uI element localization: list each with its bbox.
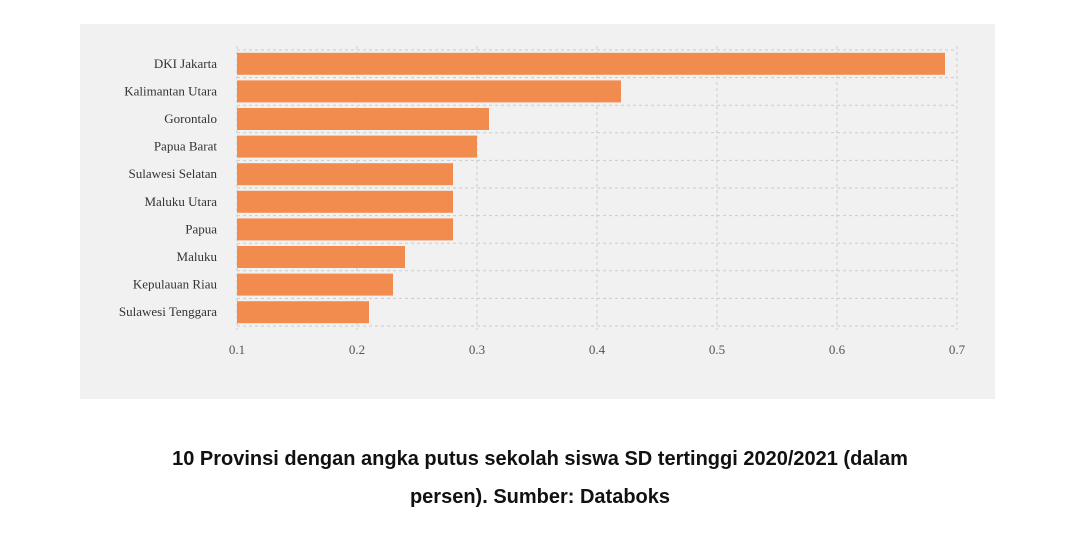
category-label-6: Papua xyxy=(185,221,217,236)
category-label-7: Maluku xyxy=(177,249,218,264)
caption-line-1: 10 Provinsi dengan angka putus sekolah s… xyxy=(172,448,908,470)
category-label-9: Sulawesi Tenggara xyxy=(119,304,217,319)
category-label-8: Kepulauan Riau xyxy=(133,277,218,292)
category-label-0: DKI Jakarta xyxy=(154,56,217,71)
x-tick-label-5: 0.6 xyxy=(829,342,846,357)
bar-6 xyxy=(237,218,453,241)
x-tick-label-3: 0.4 xyxy=(589,342,606,357)
category-label-1: Kalimantan Utara xyxy=(124,83,217,98)
bar-0 xyxy=(237,52,945,75)
chart-panel: DKI Jakarta Kalimantan Utara Gorontalo Papu… xyxy=(80,24,995,399)
bar-2 xyxy=(237,108,489,130)
bar-chart: DKI Jakarta Kalimantan Utara Gorontalo Papu… xyxy=(119,46,966,357)
x-tick-label-4: 0.5 xyxy=(709,342,725,357)
bar-5 xyxy=(237,190,453,213)
category-label-5: Maluku Utara xyxy=(144,194,217,209)
x-tick-label-6: 0.7 xyxy=(949,342,966,357)
x-tick-label-2: 0.3 xyxy=(469,342,485,357)
category-label-4: Sulawesi Selatan xyxy=(129,166,218,181)
bar-1 xyxy=(237,80,621,103)
category-label-3: Papua Barat xyxy=(154,139,218,154)
caption-line-2: persen). Sumber: Databoks xyxy=(409,486,671,508)
bar-9 xyxy=(237,301,369,324)
bar-8 xyxy=(237,273,393,296)
category-label-2: Gorontalo xyxy=(164,111,217,126)
bar-3 xyxy=(237,135,477,158)
x-tick-label-1: 0.2 xyxy=(349,342,365,357)
x-tick-label-0: 0.1 xyxy=(229,342,245,357)
bar-4 xyxy=(237,163,453,186)
bar-7 xyxy=(237,246,405,268)
figure-caption: 10 Provinsi dengan angka putus sekolah s… xyxy=(60,440,1020,516)
